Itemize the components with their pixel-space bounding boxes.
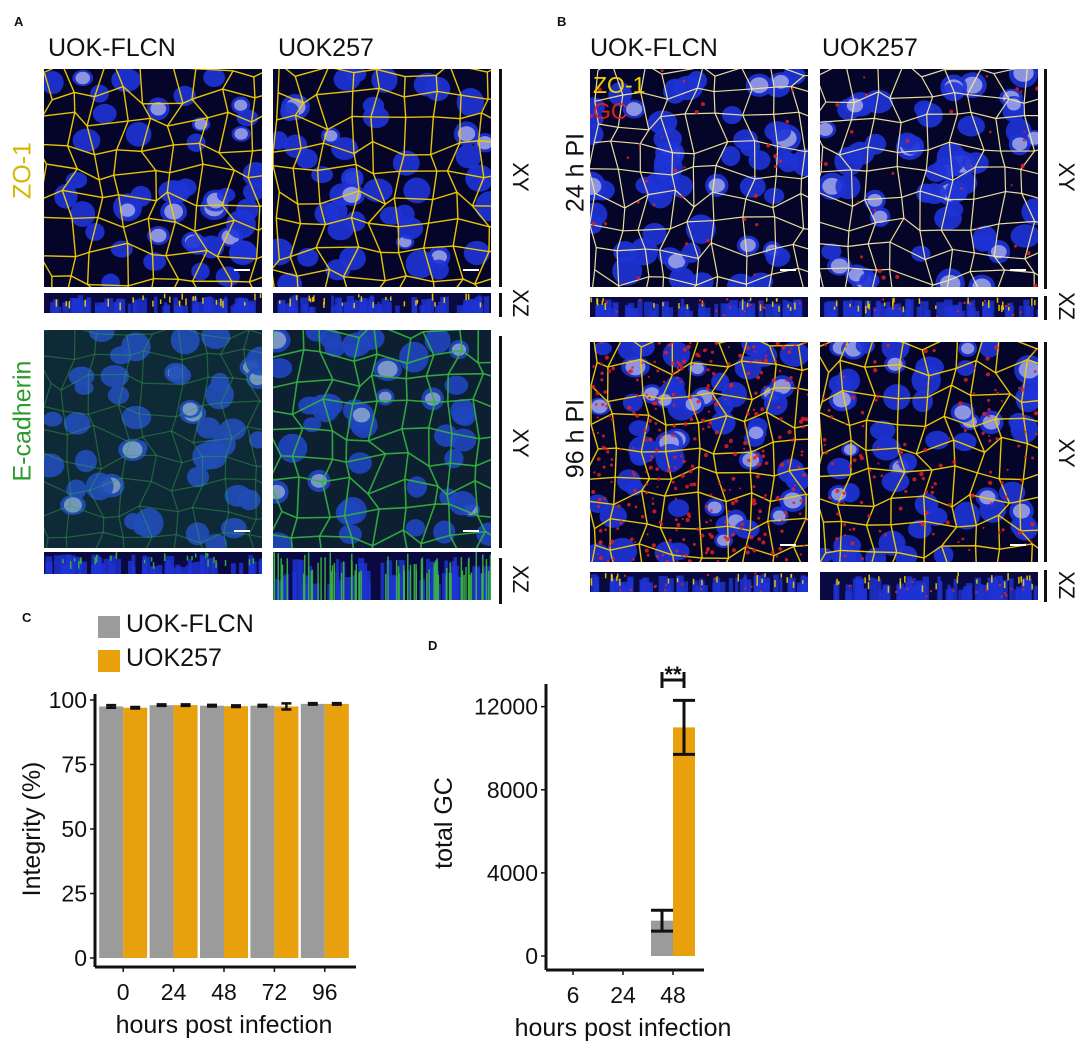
- x-axis-label: hours post infection: [116, 1011, 333, 1039]
- legend-label-flcn: UOK-FLCN: [126, 610, 254, 638]
- y-tick-label-25: 25: [61, 881, 87, 907]
- panel-a-row-label-zo1: ZO-1: [8, 142, 37, 199]
- error-bar-uok-flcn-48: [207, 703, 217, 708]
- micrograph-a-flcn-ecad-xz: [44, 552, 262, 574]
- panel-d-letter: D: [428, 638, 438, 653]
- bar-uok-flcn-72: [250, 705, 275, 958]
- x-tick-label-96: 96: [312, 979, 338, 1005]
- panel-a-xy-bar-2: [499, 336, 502, 548]
- panel-b-letter: B: [557, 14, 567, 29]
- error-bar-uok-flcn-24: [156, 703, 167, 708]
- micrograph-b-uok257-24h-xy: [820, 69, 1038, 287]
- x-tick-label-48: 48: [660, 982, 686, 1008]
- panel-b-col-title-flcn: UOK-FLCN: [590, 34, 718, 62]
- bar-uok257-96: [324, 703, 349, 958]
- y-axis-label: total GC: [430, 777, 458, 869]
- bar-uok257-24: [173, 705, 198, 958]
- y-tick-label-75: 75: [61, 752, 87, 778]
- error-bar-uok257-48: [231, 704, 241, 709]
- error-bar-uok257-96: [331, 701, 342, 706]
- panel-b-xy-label-1: XY: [1054, 162, 1079, 192]
- micrograph-b-uok257-24h-xz: [820, 297, 1038, 317]
- bar-uok-flcn-96: [300, 703, 325, 958]
- bar-uok-flcn-0: [99, 706, 124, 958]
- y-tick-label-50: 50: [61, 816, 87, 842]
- panel-a-xy-label-2: XY: [508, 428, 533, 458]
- panel-a-xy-label-1: XY: [508, 162, 533, 192]
- micrograph-a-uok257-ecad-xy: [273, 330, 491, 548]
- y-tick-label-0: 0: [74, 945, 87, 971]
- significance-label: **: [664, 662, 682, 687]
- panel-a-letter: A: [14, 14, 24, 29]
- error-bar-uok257-72: [281, 702, 292, 711]
- bar-uok257-48: [224, 706, 248, 958]
- panel-a-xy-bar-1: [499, 69, 502, 287]
- y-tick-label-8000: 8000: [487, 777, 538, 803]
- panel-b-xz-label-2: XZ: [1054, 570, 1079, 600]
- y-tick-label-100: 100: [49, 687, 87, 713]
- panel-c-letter: C: [22, 610, 32, 625]
- micrograph-b-flcn-24h-xz: [590, 297, 808, 317]
- panel-b-overlay-label-zo1: ZO-1: [593, 72, 646, 98]
- legend-swatch-uok257: [98, 650, 120, 672]
- x-tick-label-72: 72: [262, 979, 288, 1005]
- error-bar-uok-flcn-0: [106, 703, 117, 709]
- error-bar-uok257-0: [130, 705, 141, 710]
- panel-b-xz-label-1: XZ: [1054, 291, 1079, 321]
- panel-a-xz-label-2: XZ: [508, 564, 533, 594]
- total-gc-bar-chart: 6 24 48 0 4000 8000 12000 hours post infection t…: [430, 662, 732, 1042]
- bar-uok257-48: [673, 727, 695, 956]
- error-bar-uok-flcn-96: [307, 701, 318, 706]
- x-tick-label-6: 6: [567, 982, 580, 1008]
- y-tick-label-4000: 4000: [487, 860, 538, 886]
- x-axis-label: hours post infection: [515, 1014, 732, 1042]
- panel-a-row-label-ecad: E-cadherin: [8, 360, 37, 482]
- panel-a-col-title-flcn: UOK-FLCN: [48, 34, 176, 62]
- significance-bracket: [660, 672, 686, 688]
- x-tick-label-24: 24: [610, 982, 636, 1008]
- legend-label-uok257: UOK257: [126, 644, 222, 672]
- panel-b-xz-bar-1: [1044, 296, 1047, 320]
- micrograph-b-uok257-96h-xz: [820, 572, 1038, 600]
- panel-a-xz-bar-2: [499, 558, 502, 604]
- bar-uok-flcn-48: [651, 920, 673, 956]
- panel-b-xy-bar-1: [1044, 69, 1047, 289]
- micrograph-a-uok257-zo1-xz: [273, 293, 491, 313]
- x-tick-label-24: 24: [161, 979, 187, 1005]
- micrograph-b-flcn-24h-xy: [590, 69, 808, 287]
- x-tick-label-0: 0: [117, 979, 130, 1005]
- error-bar-uok257-48: [673, 698, 695, 756]
- panel-a-xz-label-1: XZ: [508, 288, 533, 318]
- panel-b-row-label-24h: 24 h PI: [561, 132, 590, 213]
- micrograph-a-uok257-ecad-xz: [273, 552, 491, 600]
- bar-uok257-0: [123, 707, 148, 958]
- micrograph-b-flcn-96h-xy: [590, 342, 808, 562]
- panel-a-xz-bar-1: [499, 293, 502, 317]
- y-tick-label-12000: 12000: [474, 694, 538, 720]
- panel-b-row-label-96h: 96 h PI: [561, 398, 590, 479]
- bar-uok-flcn-48: [200, 705, 224, 958]
- error-bar-uok-flcn-48: [651, 908, 673, 933]
- error-bar-uok-flcn-72: [257, 703, 268, 708]
- panel-b-xz-bar-2: [1044, 570, 1047, 602]
- error-bar-uok257-24: [180, 703, 191, 708]
- micrograph-a-flcn-zo1-xz: [44, 293, 262, 313]
- micrograph-b-uok257-96h-xy: [820, 342, 1038, 562]
- panel-b-xy-bar-2: [1044, 342, 1047, 562]
- panel-b-xy-label-2: XY: [1054, 438, 1079, 468]
- micrograph-a-uok257-zo1-xy: [273, 69, 491, 287]
- bar-uok257-72: [274, 706, 299, 958]
- y-axis-label: Integrity (%): [18, 762, 46, 897]
- y-tick-label-0: 0: [525, 943, 538, 969]
- x-tick-label-48: 48: [211, 979, 237, 1005]
- integrity-bar-chart: 0 24 48 72 96 0 25 50 75 100 hours post infection I…: [18, 687, 356, 1039]
- legend-swatch-flcn: [98, 616, 120, 638]
- micrograph-a-flcn-zo1-xy: [44, 69, 262, 287]
- panel-b-overlay-label-gc: GC: [593, 98, 628, 124]
- panel-b-col-title-uok257: UOK257: [822, 34, 918, 62]
- micrograph-b-flcn-96h-xz: [590, 572, 808, 592]
- micrograph-a-flcn-ecad-xy: [44, 330, 262, 548]
- panel-a-col-title-uok257: UOK257: [278, 34, 374, 62]
- bar-uok-flcn-24: [149, 705, 174, 958]
